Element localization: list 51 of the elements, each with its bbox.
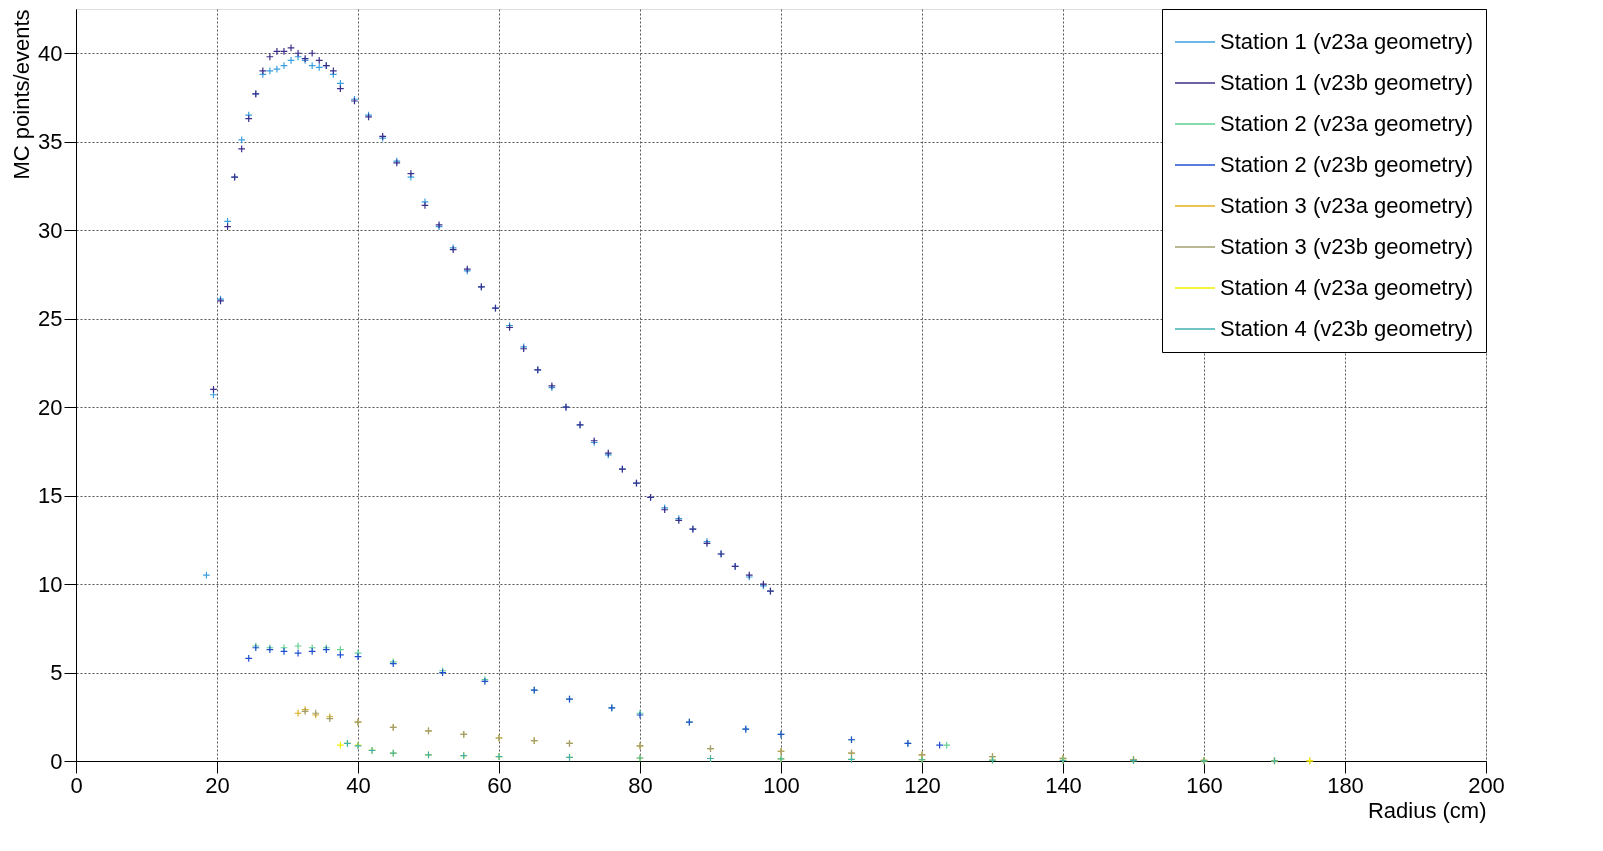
x-tick-label: 60	[487, 772, 512, 798]
x-tick-label: 20	[205, 772, 230, 798]
legend-label: Station 2 (v23b geometry)	[1220, 152, 1474, 177]
y-tick-label: 30	[38, 217, 63, 243]
x-tick-label: 120	[904, 772, 941, 798]
y-axis-title: MC points/events	[9, 9, 35, 180]
legend-label: Station 1 (v23b geometry)	[1220, 70, 1474, 95]
y-tick-label: 15	[38, 483, 63, 509]
x-tick-label: 0	[70, 772, 83, 798]
point	[942, 741, 951, 750]
point	[294, 642, 303, 650]
x-tick-label: 140	[1045, 772, 1082, 798]
y-tick-label: 10	[38, 571, 63, 597]
legend-label: Station 3 (v23a geometry)	[1220, 193, 1474, 218]
point	[280, 47, 288, 56]
y-tick-label: 0	[50, 748, 63, 774]
point	[935, 741, 944, 750]
point	[354, 652, 362, 661]
x-tick-label: 180	[1327, 772, 1364, 798]
y-tick-label: 20	[38, 394, 63, 420]
point	[272, 47, 281, 56]
point	[258, 66, 267, 75]
legend-label: Station 3 (v23b geometry)	[1220, 234, 1474, 259]
point	[287, 56, 295, 65]
point	[294, 649, 303, 658]
point	[294, 709, 303, 718]
x-axis-title: Radius (cm)	[1367, 797, 1487, 823]
legend-label: Station 4 (v23a geometry)	[1220, 275, 1474, 300]
y-tick-label: 35	[38, 129, 63, 155]
x-tick-label: 200	[1468, 772, 1505, 798]
x-tick-label: 40	[346, 772, 371, 798]
y-tick-label: 40	[38, 40, 63, 66]
point	[421, 201, 429, 210]
point	[280, 61, 288, 70]
point	[287, 43, 295, 52]
point	[336, 741, 345, 750]
point	[329, 66, 338, 75]
y-tick-label: 5	[50, 660, 63, 686]
y-tick-label: 25	[38, 306, 63, 332]
point	[280, 647, 288, 656]
x-tick-label: 160	[1186, 772, 1223, 798]
legend-label: Station 1 (v23a geometry)	[1220, 29, 1474, 54]
legend-label: Station 2 (v23a geometry)	[1220, 111, 1474, 136]
point	[265, 52, 274, 61]
x-tick-label: 80	[628, 772, 653, 798]
point	[265, 66, 274, 75]
point	[272, 65, 281, 74]
point	[406, 169, 415, 178]
point	[237, 135, 246, 144]
legend-label: Station 4 (v23b geometry)	[1220, 316, 1474, 341]
x-tick-label: 100	[763, 772, 800, 798]
